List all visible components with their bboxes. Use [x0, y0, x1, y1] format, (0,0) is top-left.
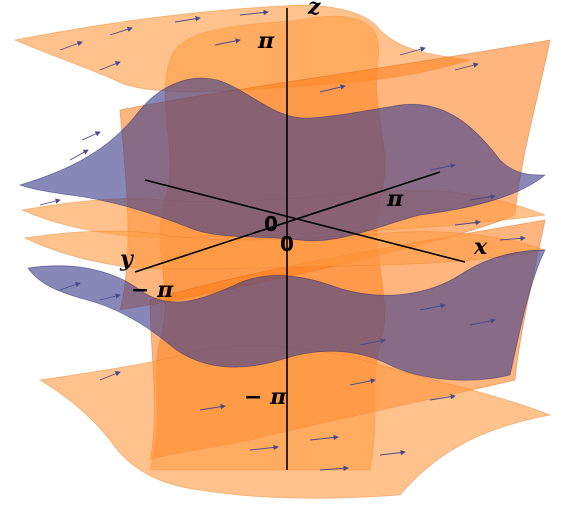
- origin-label-a: 0: [264, 212, 278, 236]
- z-axis-label: z: [307, 0, 321, 20]
- blue-surface-upper: [18, 77, 547, 242]
- z-tick-bottom: − π: [244, 384, 287, 410]
- vector-field: [39, 9, 526, 472]
- z-tick-top: π: [257, 28, 275, 54]
- origin-label-b: 0: [280, 232, 294, 256]
- y-axis: [134, 171, 441, 273]
- axes: [134, 8, 466, 470]
- x-tick-pi: π: [386, 186, 404, 212]
- x-axis: [144, 179, 466, 263]
- x-axis-label: x: [473, 234, 488, 260]
- y-axis-label: y: [119, 246, 135, 272]
- y-tick-neg-pi: − π: [131, 277, 174, 303]
